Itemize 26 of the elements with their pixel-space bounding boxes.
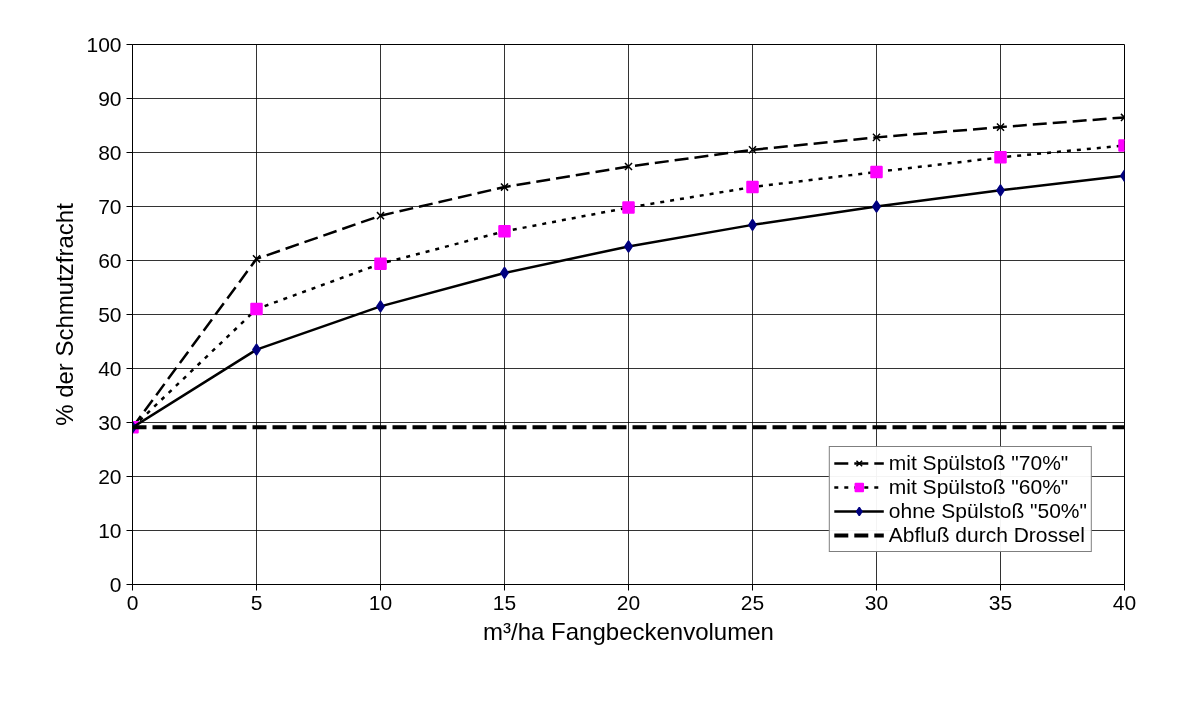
legend-label: ohne Spülstoß "50%" [888,499,1087,523]
y-tick-label: 70 [98,194,122,218]
y-tick-label: 50 [98,302,122,326]
y-tick-label: 80 [98,140,122,164]
x-tick-label: 40 [1112,590,1137,614]
x-tick-label: 0 [126,590,139,614]
legend-label: mit Spülstoß "60%" [888,475,1069,499]
y-tick-label: 30 [98,410,122,434]
y-tick-label: 100 [86,32,122,56]
y-tick-label: 90 [98,86,122,110]
y-tick-label: 60 [98,248,122,272]
x-tick-label: 20 [616,590,641,614]
x-tick-label: 35 [988,590,1013,614]
y-tick-label: 40 [98,356,122,380]
y-tick-label: 10 [98,518,122,542]
y-tick-label: 0 [109,572,122,596]
x-tick-label: 5 [250,590,263,614]
legend-label: Abfluß durch Drossel [888,523,1085,547]
x-axis-title: m³/ha Fangbeckenvolumen [483,617,774,645]
x-tick-label: 10 [368,590,393,614]
y-tick-label: 20 [98,464,122,488]
x-tick-label: 15 [492,590,517,614]
y-axis-title: % der Schmutzfracht [51,202,79,426]
legend-label: mit Spülstoß "70%" [888,451,1069,475]
x-tick-label: 30 [864,590,889,614]
x-tick-label: 25 [740,590,765,614]
